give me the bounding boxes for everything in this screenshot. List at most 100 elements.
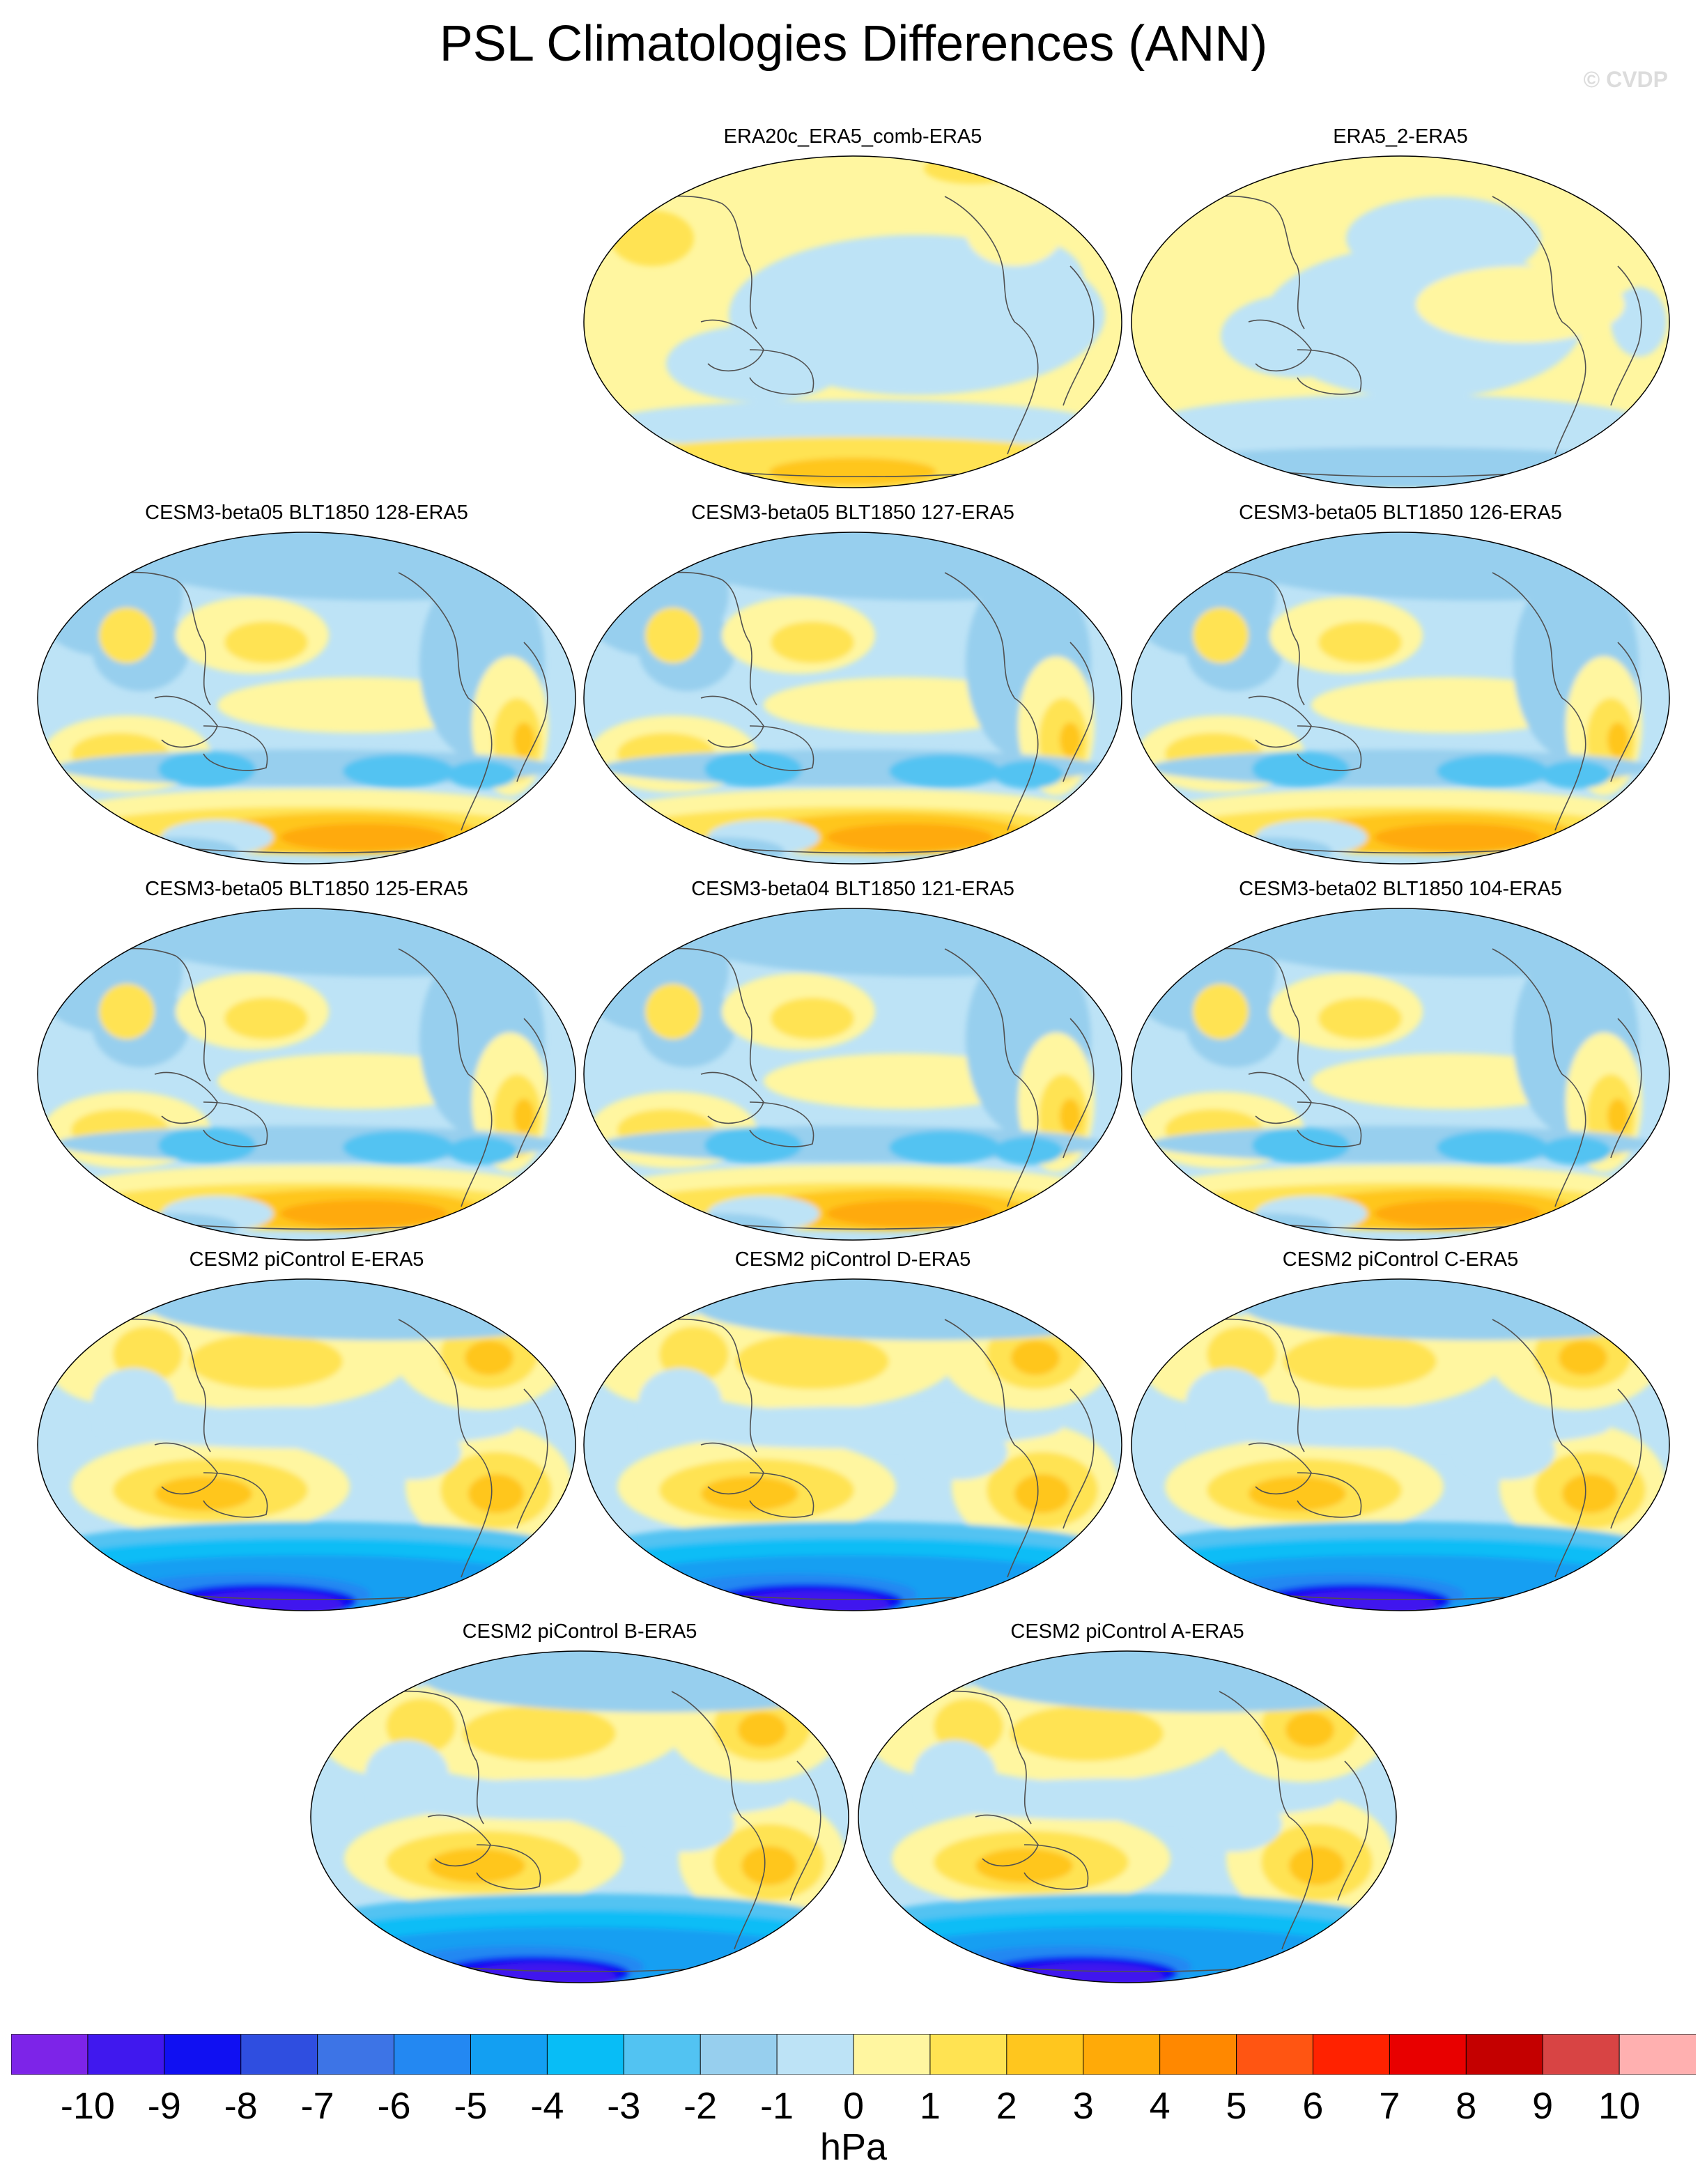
contour-region — [1541, 761, 1611, 789]
colorbar-tick-label: -6 — [377, 2085, 411, 2127]
coastline — [1007, 697, 1039, 831]
map-panel: CESM3-beta05 BLT1850 128-ERA5 — [36, 500, 577, 869]
contour-region — [343, 754, 454, 788]
contour-region — [513, 722, 534, 757]
contour-region — [966, 196, 1063, 266]
map-outline — [583, 1278, 1122, 1611]
contour-region — [1346, 196, 1541, 280]
colorbar: -10 -9 -8 -7 -6 -5 -4 -3 -2 -1 0 1 2 3 4 5 6 7 8 9 10 hPa — [11, 2034, 1696, 2181]
panel-title: CESM2 piControl D-ERA5 — [734, 1248, 971, 1271]
contour-region — [1207, 1326, 1276, 1382]
contour-region — [1285, 1712, 1334, 1747]
contour-region — [1193, 607, 1249, 663]
contour-region — [386, 1698, 456, 1754]
colorbar-tick-label: -8 — [224, 2085, 258, 2127]
coastline — [1492, 572, 1563, 699]
colorbar-tick-label: 5 — [1226, 2085, 1247, 2127]
map-outline — [310, 1650, 849, 1983]
panel-title: CESM2 piControl B-ERA5 — [462, 1620, 697, 1643]
colorbar-tick-label: 0 — [842, 2085, 865, 2127]
contour-region — [1060, 1099, 1081, 1133]
colorbar-tick-label: -2 — [683, 2085, 718, 2127]
contour-region — [1060, 722, 1081, 757]
contour-region — [1541, 1137, 1611, 1165]
contour-region — [1014, 1474, 1070, 1513]
coastline — [944, 1319, 1015, 1446]
contour-region — [428, 1848, 525, 1883]
coastline — [1063, 265, 1095, 406]
contour-region — [738, 1712, 787, 1747]
contour-region — [190, 1333, 343, 1389]
coastline — [1297, 1101, 1362, 1147]
colorbar-swatch — [317, 2034, 395, 2075]
contour-region — [158, 751, 256, 787]
colorbar-labels: -10 -9 -8 -7 -6 -5 -4 -3 -2 -1 0 1 2 3 4 5 6 7 8 9 10 — [11, 2083, 1696, 2132]
coastline — [1492, 1319, 1563, 1446]
coastline — [734, 1816, 766, 1950]
contour-region — [934, 1698, 1003, 1754]
contour-region — [155, 1476, 252, 1511]
colorbar-swatch — [240, 2034, 318, 2075]
coastline — [944, 196, 1015, 323]
contour-region — [98, 1407, 516, 1448]
colorbar-swatch — [700, 2034, 778, 2075]
map-outline — [37, 532, 576, 865]
contour-region — [1416, 266, 1625, 343]
colorbar-tick-label: -1 — [760, 2085, 794, 2127]
coastline — [749, 349, 814, 395]
map-panel: CESM2 piControl E-ERA5 — [36, 1247, 577, 1616]
colorbar-swatch — [546, 2034, 625, 2075]
colorbar-swatch — [853, 2034, 931, 2075]
contour-region — [371, 1779, 789, 1820]
colorbar-swatch — [929, 2034, 1007, 2075]
colorbar-swatch — [1542, 2034, 1621, 2075]
colorbar-swatch — [470, 2034, 548, 2075]
contour-region — [1607, 1099, 1628, 1133]
robinson-map — [858, 1650, 1397, 1983]
contour-region — [1318, 998, 1402, 1039]
contour-region — [99, 984, 155, 1039]
robinson-map — [1131, 908, 1670, 1241]
contour-region — [701, 1476, 798, 1511]
watermark: © CVDP — [1583, 67, 1668, 92]
coastline — [944, 572, 1015, 699]
colorbar-tick-label: 7 — [1379, 2085, 1400, 2127]
panel-title: CESM3-beta05 BLT1850 125-ERA5 — [145, 878, 468, 900]
robinson-map — [37, 908, 576, 1241]
contour-region — [645, 984, 701, 1039]
robinson-map — [583, 155, 1122, 488]
panel-title: ERA5_2-ERA5 — [1333, 125, 1468, 148]
contour-region — [447, 1137, 517, 1165]
contour-region — [280, 823, 447, 851]
contour-region — [975, 1848, 1073, 1883]
coastline — [1297, 349, 1362, 395]
contour-region — [1252, 1127, 1350, 1163]
colorbar-swatch — [623, 2034, 702, 2075]
contour-region — [224, 621, 308, 663]
contour-region — [826, 823, 994, 851]
colorbar-tick-label: -5 — [454, 2085, 488, 2127]
robinson-map — [583, 532, 1122, 865]
contour-region — [889, 1131, 1001, 1164]
contour-region — [224, 998, 308, 1039]
contour-region — [769, 458, 936, 486]
coastline — [203, 1472, 268, 1518]
coastline — [1063, 1018, 1095, 1159]
contour-region — [1136, 447, 1665, 488]
coastline — [398, 1319, 469, 1446]
contour-region — [610, 210, 694, 266]
panel-title: CESM3-beta05 BLT1850 128-ERA5 — [145, 502, 468, 524]
robinson-map — [37, 532, 576, 865]
contour-region — [1143, 394, 1658, 461]
contour-region — [158, 1127, 256, 1163]
contour-region — [113, 1326, 183, 1382]
contour-region — [1607, 722, 1628, 757]
colorbar-tick-label: 2 — [996, 2085, 1017, 2127]
contour-region — [994, 761, 1063, 789]
colorbar-swatch — [1083, 2034, 1161, 2075]
contour-region — [644, 1407, 1062, 1448]
contour-region — [1283, 1333, 1437, 1389]
coastline — [1297, 725, 1362, 771]
robinson-map — [1131, 532, 1670, 865]
colorbar-swatch — [1389, 2034, 1467, 2075]
